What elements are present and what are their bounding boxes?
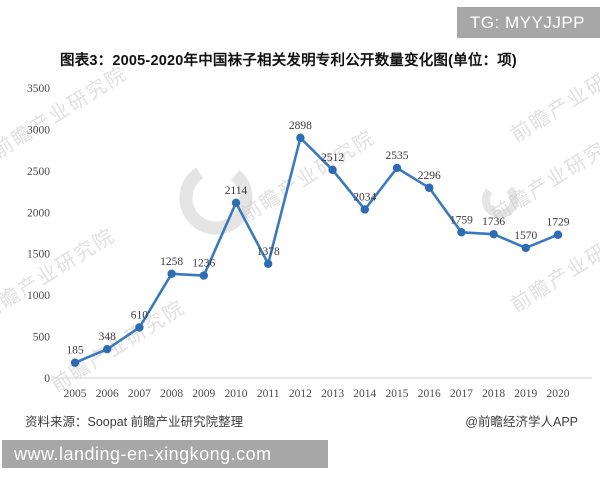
data-point xyxy=(231,198,241,208)
y-tick-label: 500 xyxy=(33,332,51,344)
data-point xyxy=(135,323,144,332)
data-point xyxy=(425,183,434,192)
x-tick-label: 2014 xyxy=(353,388,376,400)
tg-badge: TG: MYYJJPP xyxy=(456,7,600,38)
data-point xyxy=(199,271,208,280)
x-tick-label: 2007 xyxy=(128,388,151,400)
data-point xyxy=(167,269,176,278)
x-tick-label: 2013 xyxy=(321,388,344,400)
x-tick-label: 2005 xyxy=(64,388,87,400)
x-tick-label: 2009 xyxy=(192,388,215,400)
y-tick-label: 1000 xyxy=(27,290,50,302)
x-tick-label: 2017 xyxy=(450,388,473,400)
x-tick-label: 2011 xyxy=(257,388,280,400)
data-point xyxy=(489,229,498,239)
x-tick-label: 2015 xyxy=(386,388,409,400)
y-tick-label: 0 xyxy=(44,373,50,385)
data-point xyxy=(360,205,369,214)
watermark-logo xyxy=(482,182,518,218)
y-tick-label: 1500 xyxy=(27,249,50,261)
y-tick-label: 3000 xyxy=(27,124,50,136)
x-tick-label: 2006 xyxy=(96,388,119,400)
data-label: 1236 xyxy=(192,258,215,270)
data-label: 1736 xyxy=(482,216,505,228)
x-tick-label: 2018 xyxy=(482,388,505,400)
data-label: 1378 xyxy=(257,246,280,258)
data-label: 610 xyxy=(131,309,149,321)
data-point xyxy=(103,344,112,354)
data-point xyxy=(70,358,80,367)
chart-title: 图表3：2005-2020年中国袜子相关发明专利公开数量变化图(单位：项) xyxy=(60,53,517,69)
credit-label: @前瞻经济学人APP xyxy=(465,415,578,429)
data-label: 1570 xyxy=(514,230,537,242)
url-watermark-bar: www.landing-en-xingkong.com xyxy=(2,440,328,468)
data-label: 2535 xyxy=(386,150,409,162)
series-line xyxy=(73,136,560,365)
data-label: 1729 xyxy=(547,217,570,229)
y-tick-label: 2000 xyxy=(27,207,50,219)
y-tick-label: 2500 xyxy=(27,166,50,178)
data-point xyxy=(296,133,305,143)
data-label: 348 xyxy=(99,331,117,343)
data-point xyxy=(328,165,337,175)
x-tick-label: 2019 xyxy=(514,388,537,400)
data-label: 1258 xyxy=(160,256,183,268)
data-label: 2512 xyxy=(321,152,344,164)
y-tick-label: 3500 xyxy=(27,83,50,95)
data-label: 185 xyxy=(66,345,84,357)
x-tick-label: 2020 xyxy=(547,388,570,400)
watermark-logo xyxy=(179,161,253,235)
data-point xyxy=(392,163,402,173)
data-point xyxy=(457,228,466,237)
data-label: 2114 xyxy=(225,185,248,197)
source-label: 资料来源：Soopat 前瞻产业研究院整理 xyxy=(25,415,244,429)
data-point xyxy=(521,243,530,253)
data-point xyxy=(264,259,273,269)
data-label: 2898 xyxy=(289,120,312,132)
data-label: 1759 xyxy=(450,214,473,226)
x-tick-label: 2016 xyxy=(418,388,441,400)
data-label: 2034 xyxy=(353,191,376,203)
x-tick-label: 2010 xyxy=(225,388,248,400)
data-label: 2296 xyxy=(418,170,441,182)
x-tick-label: 2012 xyxy=(289,388,312,400)
data-point xyxy=(553,230,563,239)
x-tick-label: 2008 xyxy=(160,388,183,400)
